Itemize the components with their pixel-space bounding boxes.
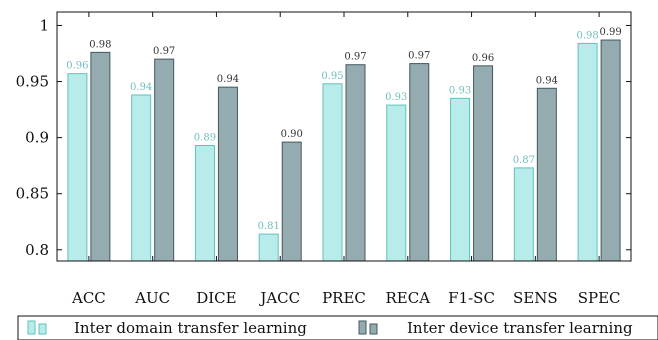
x-category-label: JACC — [258, 289, 300, 307]
bar-inter-device — [409, 63, 430, 262]
bar-value-label: 0.94 — [130, 82, 152, 93]
bars-layer — [67, 39, 621, 262]
bar-value-label: 0.97 — [344, 52, 366, 63]
bar-inter-device — [345, 64, 366, 262]
y-tick-label: 0.8 — [25, 241, 49, 259]
bar-inter-device — [281, 141, 302, 262]
data-labels-layer: 0.960.980.940.970.890.940.810.900.950.97… — [66, 27, 621, 232]
x-category-label: PREC — [322, 289, 366, 307]
legend-entry-label: Inter device transfer learning — [407, 319, 633, 337]
bar-inter-device — [217, 86, 238, 262]
x-category-label: SENS — [513, 289, 558, 307]
legend-swatch — [369, 323, 378, 335]
legend-swatch — [27, 320, 36, 335]
bar-value-label: 0.94 — [217, 74, 239, 85]
bar-inter-domain — [194, 144, 215, 262]
bar-value-label: 0.98 — [89, 39, 111, 50]
legend: Inter domain transfer learning Inter devi… — [17, 315, 658, 340]
bar-value-label: 0.96 — [472, 53, 494, 64]
bar-value-label: 0.90 — [281, 129, 303, 140]
x-category-label: F1-SC — [448, 289, 495, 307]
y-tick-label: 0.85 — [16, 185, 49, 203]
bar-value-label: 0.97 — [408, 51, 430, 62]
bar-value-label: 0.93 — [385, 92, 407, 103]
bar-inter-domain — [386, 104, 407, 262]
bar-inter-domain — [513, 167, 534, 262]
bar-value-label: 0.93 — [449, 85, 471, 96]
bar-value-label: 0.81 — [258, 221, 280, 232]
bar-value-label: 0.94 — [536, 75, 558, 86]
y-axis: 0.8 0.85 0.9 0.95 1 — [16, 16, 631, 259]
bar-inter-device — [154, 58, 175, 262]
x-category-label: ACC — [71, 289, 106, 307]
legend-swatch — [358, 320, 367, 335]
legend-frame — [17, 315, 658, 340]
bar-value-label: 0.96 — [66, 61, 88, 72]
bar-value-label: 0.99 — [599, 27, 621, 38]
bar-inter-domain — [258, 233, 279, 262]
bar-inter-domain — [67, 73, 88, 262]
y-tick-label: 0.9 — [25, 129, 49, 147]
x-category-label: AUC — [134, 289, 170, 307]
x-category-label: SPEC — [578, 289, 621, 307]
bar-value-label: 0.89 — [194, 132, 216, 143]
bar-value-label: 0.87 — [513, 155, 535, 166]
bar-inter-domain — [322, 83, 343, 262]
legend-swatch — [38, 323, 47, 335]
y-tick-label: 1 — [39, 16, 49, 34]
y-tick-label: 0.95 — [16, 73, 49, 91]
bar-inter-device — [473, 65, 494, 262]
legend-entry-label: Inter domain transfer learning — [74, 319, 307, 337]
bar-inter-domain — [450, 97, 471, 262]
x-axis: ACC AUC DICE JACC PREC RECA F1-SC SENS SPEC — [71, 12, 621, 307]
x-category-label: RECA — [385, 289, 430, 307]
bar-inter-device — [90, 51, 111, 262]
bar-value-label: 0.98 — [576, 30, 598, 41]
bar-inter-device — [600, 39, 621, 262]
bar-value-label: 0.97 — [153, 46, 175, 57]
bar-value-label: 0.95 — [321, 71, 343, 82]
x-category-label: DICE — [196, 289, 236, 307]
bar-inter-device — [536, 87, 557, 262]
bar-inter-domain — [577, 42, 598, 262]
bar-inter-domain — [131, 94, 152, 262]
